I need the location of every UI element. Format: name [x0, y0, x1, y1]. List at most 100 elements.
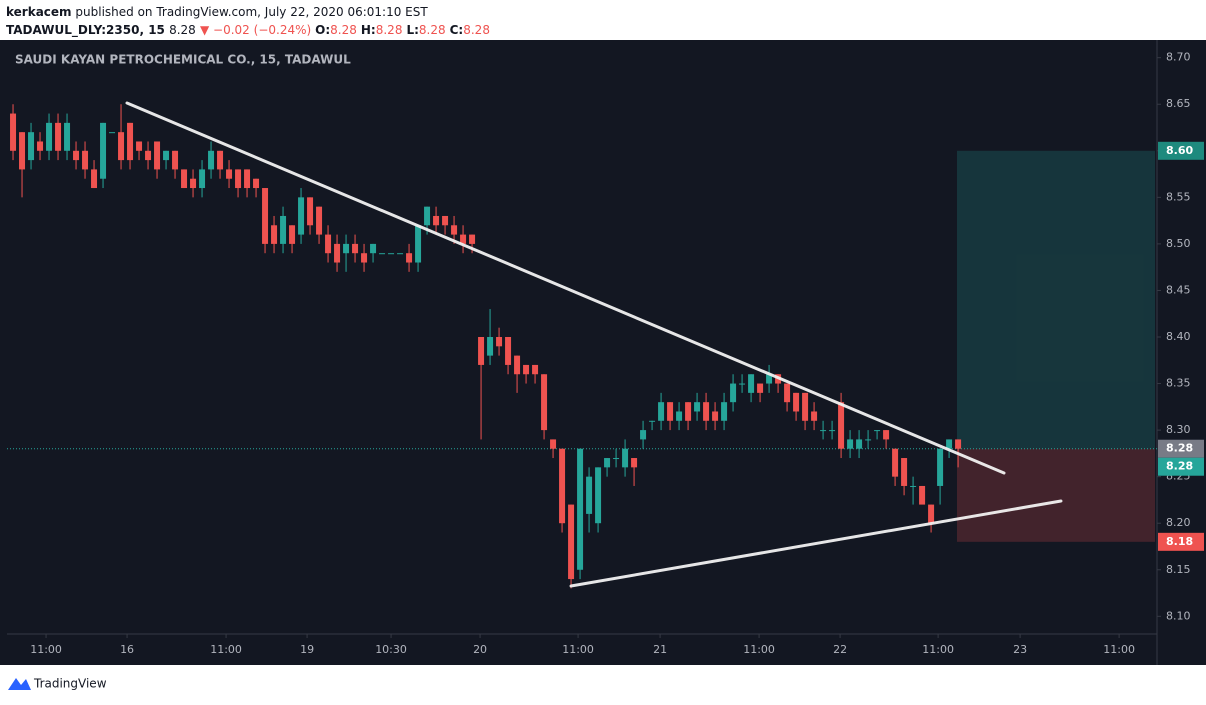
- ohlc-key: O:: [315, 23, 330, 37]
- candle-body: [766, 374, 773, 384]
- candle-body: [460, 234, 467, 244]
- ohlc-key: H:: [361, 23, 376, 37]
- y-tick-label: 8.35: [1166, 377, 1191, 390]
- candle-body: [253, 178, 260, 189]
- candle-body: [334, 243, 341, 263]
- published: published on TradingView.com, July 22, 2…: [75, 5, 428, 19]
- ohlc-value: 8.28: [330, 23, 357, 37]
- candle-body: [730, 383, 737, 403]
- stop-label-bg: [1158, 532, 1204, 551]
- candle-body: [442, 215, 449, 226]
- y-tick-label: 8.50: [1166, 237, 1191, 250]
- x-tick-label: 19: [300, 643, 314, 656]
- x-tick-label: 16: [120, 643, 134, 656]
- candle-body: [28, 132, 35, 161]
- candle-body: [127, 122, 134, 161]
- candle-body: [559, 448, 566, 524]
- candle-body: [568, 504, 575, 580]
- candle-body: [325, 234, 332, 254]
- candle-body: [235, 169, 242, 189]
- ohlc-value: 8.28: [463, 23, 490, 37]
- candle-body: [739, 383, 746, 385]
- candle-body: [640, 430, 647, 440]
- position-box: [957, 150, 1155, 542]
- candle-body: [298, 197, 305, 235]
- candle-body: [694, 402, 701, 412]
- chart-title: SAUDI KAYAN PETROCHEMICAL CO., 15, TADAW…: [15, 53, 351, 67]
- y-tick-label: 8.70: [1166, 51, 1191, 64]
- candle-body: [406, 253, 413, 263]
- candle-body: [514, 355, 521, 375]
- y-tick-label: 8.20: [1166, 516, 1191, 529]
- candle-body: [523, 364, 530, 375]
- candle-body: [838, 402, 845, 449]
- candle-body: [865, 439, 872, 441]
- trend-line-upper: [125, 101, 1006, 475]
- candle-body: [712, 411, 719, 421]
- candle-body: [910, 485, 917, 487]
- candle-body: [19, 132, 26, 170]
- candle-body: [901, 458, 908, 486]
- candle-body: [145, 150, 152, 161]
- brand-logo: TradingView: [8, 677, 107, 691]
- stop-label: 8.18: [1166, 535, 1193, 548]
- candle-body: [388, 253, 395, 255]
- candle-body: [226, 169, 233, 179]
- candle-body: [415, 225, 422, 263]
- x-tick-label: 10:30: [375, 643, 407, 656]
- entry-label: 8.28: [1166, 442, 1193, 455]
- target-label-bg: [1158, 141, 1204, 160]
- candle-body: [469, 234, 476, 244]
- entry-label-bg: [1158, 439, 1204, 458]
- candle-body: [73, 150, 80, 161]
- candle-body: [163, 150, 170, 161]
- candle-body: [847, 439, 854, 449]
- candle-body: [478, 337, 485, 365]
- y-tick-label: 8.45: [1166, 283, 1191, 296]
- x-tick-label: 11:00: [1103, 643, 1135, 656]
- candle-body: [55, 122, 62, 151]
- x-tick-label: 20: [473, 643, 487, 656]
- x-tick-label: 11:00: [562, 643, 594, 656]
- candle-body: [190, 178, 197, 189]
- candle-body: [361, 253, 368, 263]
- candle-body: [946, 439, 953, 449]
- ohlc-key: L:: [406, 23, 418, 37]
- candle-body: [955, 439, 962, 449]
- loss-zone: [957, 448, 1155, 542]
- last-price-label: 8.28: [1166, 460, 1193, 473]
- plot: [7, 104, 1157, 589]
- x-tick-label: 11:00: [743, 643, 775, 656]
- candle-body: [505, 337, 512, 365]
- candle-body: [352, 243, 359, 254]
- candle-body: [46, 122, 53, 151]
- candle-body: [811, 411, 818, 421]
- candle-body: [289, 225, 296, 244]
- candle-body: [541, 374, 548, 431]
- candle-body: [802, 392, 809, 421]
- header-line-2: TADAWUL_DLY:2350, 15 8.28 ▼ −0.02 (−0.24…: [6, 23, 490, 38]
- candle-body: [172, 150, 179, 170]
- candle-body: [91, 169, 98, 189]
- candle-body: [118, 132, 125, 161]
- candle-body: [784, 383, 791, 403]
- candle-body: [550, 439, 557, 449]
- y-tick-label: 8.10: [1166, 609, 1191, 622]
- y-tick-label: 8.40: [1166, 330, 1191, 343]
- author: kerkacem: [6, 5, 72, 19]
- ohlc-key: C:: [450, 23, 464, 37]
- price: 8.28: [169, 23, 196, 37]
- candle-body: [532, 364, 539, 375]
- candle-body: [676, 411, 683, 421]
- y-tick-label: 8.55: [1166, 190, 1191, 203]
- ohlc-value: 8.28: [376, 23, 403, 37]
- candle-body: [307, 197, 314, 226]
- candle-body: [433, 215, 440, 226]
- candle-body: [577, 448, 584, 570]
- candle-body: [136, 141, 143, 151]
- candle-body: [244, 169, 251, 189]
- ohlc: O:8.28 H:8.28 L:8.28 C:8.28: [315, 23, 490, 37]
- candle-body: [919, 485, 926, 505]
- target-label: 8.60: [1166, 144, 1193, 157]
- candle-body: [217, 150, 224, 170]
